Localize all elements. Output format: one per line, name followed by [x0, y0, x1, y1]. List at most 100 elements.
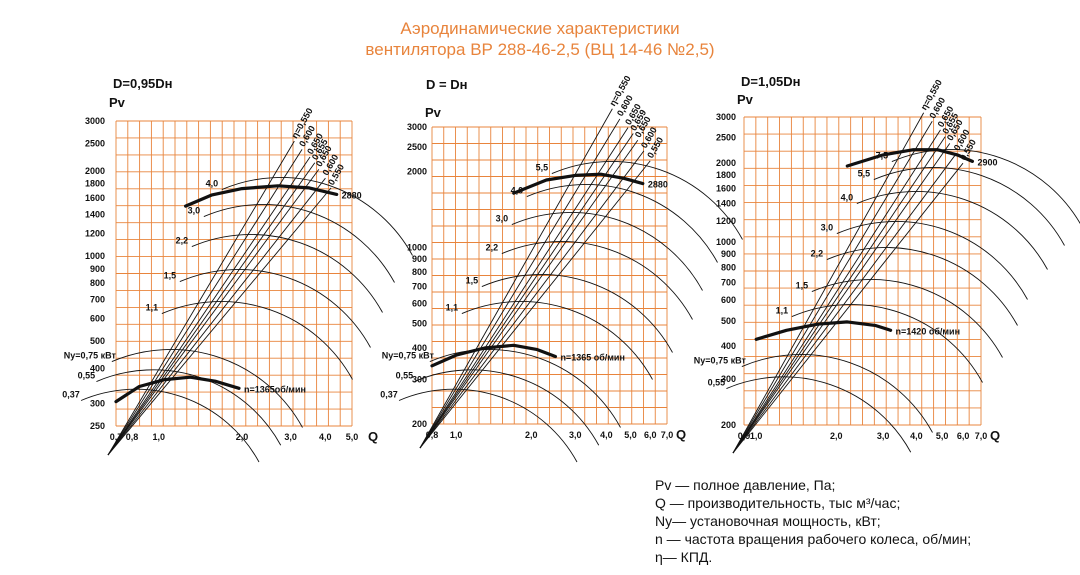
power-arc [80, 388, 260, 463]
speed-curve-label: 2900 [977, 157, 997, 167]
y-tick-label: 800 [412, 267, 427, 277]
power-arc [179, 269, 371, 348]
power-arc [873, 167, 1065, 246]
efficiency-line [419, 139, 639, 449]
speed-curve-label: 2880 [342, 190, 362, 200]
power-arc [741, 354, 933, 433]
power-label: 3,0 [496, 214, 509, 224]
power-arc [191, 234, 383, 313]
efficiency-line [107, 169, 320, 456]
y-tick-label: 300 [721, 374, 736, 384]
y-tick-label: 1400 [85, 210, 105, 220]
power-label: 2,2 [176, 236, 189, 246]
x-tick-label: 2,0 [525, 430, 538, 440]
x-tick-label: 0,8 [126, 432, 139, 442]
power-arc [836, 221, 1028, 300]
legend-line-ny: Ny— установочная мощность, кВт; [655, 513, 881, 529]
power-label: Ny=0,75 кВт [64, 351, 117, 361]
efficiency-line [107, 156, 311, 456]
y-tick-label: 1400 [716, 199, 736, 209]
power-label: 1,1 [146, 303, 159, 313]
x-tick-label: 1,0 [450, 430, 463, 440]
title-line-2: вентилятора ВР 288-46-2,5 (ВЦ 14-46 №2,5… [365, 40, 715, 59]
power-label: 0,37 [380, 389, 398, 399]
x-tick-label: 2,0 [830, 431, 843, 441]
power-label: 3,0 [188, 206, 201, 216]
efficiency-line [107, 177, 326, 456]
y-axis-label: Pv [737, 92, 754, 107]
efficiency-line [419, 150, 645, 449]
speed-curve [184, 184, 339, 208]
title-line-1: Аэродинамические характеристики [400, 19, 680, 38]
y-tick-label: 400 [412, 343, 427, 353]
speed-curve-label: n=1365об/мин [244, 384, 306, 394]
power-arc [461, 301, 653, 380]
power-arc [221, 177, 413, 256]
y-tick-label: 500 [721, 316, 736, 326]
y-tick-label: 600 [721, 295, 736, 305]
chart-subtitle: D=1,05Dн [741, 74, 801, 89]
y-tick-label: 200 [721, 420, 736, 430]
speed-curve-label: n=1420 об/мин [896, 326, 960, 336]
x-tick-label: 5,0 [624, 430, 637, 440]
x-axis-label: Q [368, 429, 378, 444]
power-label: Ny=0,75 кВт [694, 356, 747, 366]
chart-2: 200 300 400 500 600 700 800 900 1000 2000 2500 3000… [380, 74, 743, 463]
power-label: 0,37 [62, 389, 80, 399]
power-arc [481, 274, 673, 353]
y-tick-label: 2500 [407, 142, 427, 152]
x-tick-label: 3,0 [877, 431, 890, 441]
x-tick-label: 4,0 [910, 431, 923, 441]
y-tick-label: 300 [90, 399, 105, 409]
x-tick-label: 3,0 [569, 430, 582, 440]
y-axis-label: Pv [109, 95, 126, 110]
power-label: 2,2 [486, 243, 499, 253]
efficiency-line [419, 127, 629, 449]
y-tick-label: 1600 [85, 193, 105, 203]
x-tick-label: 0,8 [426, 430, 439, 440]
chart-1: 250 300 400 500 600 700 800 900 1000 1200 1400 1600… [62, 76, 413, 463]
efficiency-line [107, 162, 316, 456]
x-tick-label: 4,0 [319, 432, 332, 442]
x-tick-label: 7,0 [975, 431, 988, 441]
efficiency-line [732, 162, 964, 454]
y-tick-label: 3000 [716, 112, 736, 122]
x-tick-label: 0,7 [110, 432, 123, 442]
power-label: 4,0 [841, 193, 854, 203]
power-arc [791, 304, 983, 383]
y-tick-label: 2000 [407, 166, 427, 176]
power-label: 4,0 [206, 179, 219, 189]
power-arc [826, 247, 1018, 326]
power-label: 0,55 [78, 371, 96, 381]
y-tick-label: 800 [90, 278, 105, 288]
x-tick-label: 1,0 [750, 431, 763, 441]
power-arc [891, 149, 1080, 225]
x-tick-label: 3,0 [284, 432, 297, 442]
legend-line-eta: η— КПД. [655, 549, 713, 565]
power-arc [501, 241, 693, 320]
y-tick-label: 2500 [85, 138, 105, 148]
efficiency-line [419, 108, 613, 449]
y-tick-label: 900 [90, 264, 105, 274]
power-arc [551, 161, 743, 240]
x-tick-label: 1,0 [153, 432, 166, 442]
x-axis-label: Q [676, 427, 686, 442]
x-tick-label: 5,0 [936, 431, 949, 441]
power-label: 1,5 [796, 281, 809, 291]
x-tick-label: 7,0 [661, 430, 674, 440]
efficiency-line [419, 160, 651, 449]
x-axis-label: Q [990, 428, 1000, 443]
y-tick-label: 3000 [85, 116, 105, 126]
power-label: 5,5 [536, 163, 549, 173]
power-arc [726, 376, 912, 453]
power-arc [526, 184, 718, 263]
y-tick-label: 2000 [85, 166, 105, 176]
x-tick-label: 4,0 [600, 430, 613, 440]
speed-curve [114, 375, 241, 404]
power-label: 1,1 [776, 306, 789, 316]
chart-subtitle: D=0,95Dн [113, 76, 173, 91]
power-label: 1,5 [164, 271, 177, 281]
chart-subtitle: D = Dн [426, 77, 467, 92]
y-tick-label: 400 [90, 363, 105, 373]
